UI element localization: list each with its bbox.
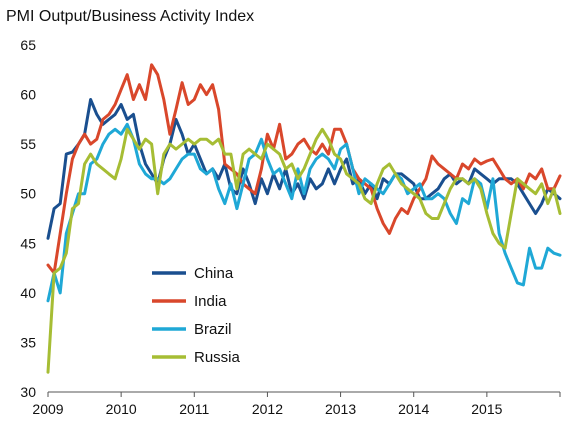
x-tick-label: 2009 xyxy=(32,401,63,417)
x-tick-label: 2015 xyxy=(471,401,502,417)
series-lines xyxy=(46,63,562,374)
y-tick-label: 30 xyxy=(20,384,36,400)
y-tick-label: 60 xyxy=(20,87,36,103)
legend-label-china: China xyxy=(194,265,234,282)
x-axis: 2009 2010 2011 2012 2013 2014 2015 xyxy=(32,391,561,417)
y-tick-label: 40 xyxy=(20,285,36,301)
y-tick-label: 65 xyxy=(20,37,36,53)
chart-title: PMI Output/Business Activity Index xyxy=(6,8,254,25)
legend-label-brazil: Brazil xyxy=(194,321,232,338)
y-tick-label: 50 xyxy=(20,186,36,202)
series-line-brazil xyxy=(46,122,562,303)
series-line-india xyxy=(46,63,562,275)
y-tick-label: 35 xyxy=(20,334,36,350)
y-tick-label: 45 xyxy=(20,235,36,251)
x-tick-label: 2012 xyxy=(252,401,283,417)
x-tick-label: 2011 xyxy=(179,401,209,417)
legend-label-india: India xyxy=(194,293,227,310)
legend: China India Brazil Russia xyxy=(152,265,241,366)
x-tick-label: 2014 xyxy=(398,401,429,417)
y-axis: 30 35 40 45 50 55 60 65 xyxy=(20,37,36,400)
y-tick-label: 55 xyxy=(20,136,36,152)
series-line-china xyxy=(46,98,562,240)
x-tick-label: 2013 xyxy=(325,401,356,417)
series-line-russia xyxy=(46,127,562,374)
legend-label-russia: Russia xyxy=(194,349,241,366)
x-tick-label: 2010 xyxy=(106,401,137,417)
